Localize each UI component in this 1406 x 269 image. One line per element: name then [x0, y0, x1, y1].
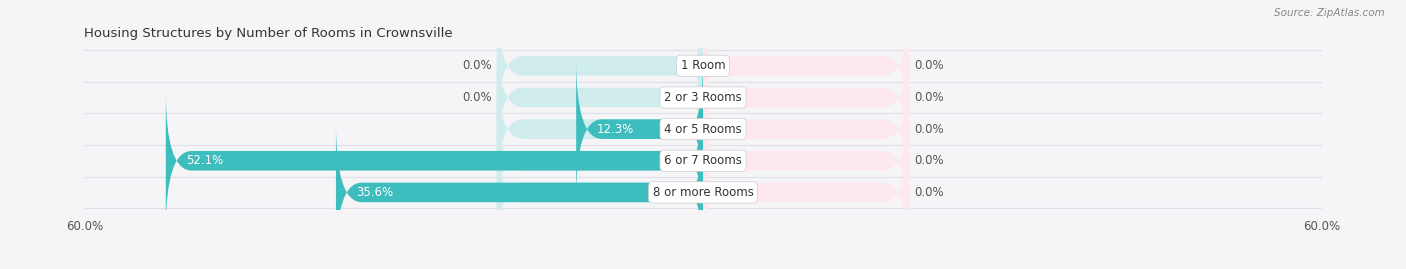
Text: 0.0%: 0.0%	[463, 59, 492, 72]
FancyBboxPatch shape	[703, 28, 910, 167]
FancyBboxPatch shape	[336, 123, 703, 262]
Text: 0.0%: 0.0%	[914, 123, 943, 136]
FancyBboxPatch shape	[496, 123, 703, 262]
FancyBboxPatch shape	[703, 60, 910, 199]
FancyBboxPatch shape	[166, 91, 703, 230]
Text: 1 Room: 1 Room	[681, 59, 725, 72]
Text: Source: ZipAtlas.com: Source: ZipAtlas.com	[1274, 8, 1385, 18]
Text: 4 or 5 Rooms: 4 or 5 Rooms	[664, 123, 742, 136]
FancyBboxPatch shape	[576, 60, 703, 199]
Text: 12.3%: 12.3%	[596, 123, 634, 136]
FancyBboxPatch shape	[703, 123, 910, 262]
Text: 8 or more Rooms: 8 or more Rooms	[652, 186, 754, 199]
FancyBboxPatch shape	[703, 0, 910, 135]
FancyBboxPatch shape	[703, 91, 910, 230]
Text: 35.6%: 35.6%	[357, 186, 394, 199]
Text: 2 or 3 Rooms: 2 or 3 Rooms	[664, 91, 742, 104]
Text: 0.0%: 0.0%	[914, 59, 943, 72]
Text: 6 or 7 Rooms: 6 or 7 Rooms	[664, 154, 742, 167]
Text: Housing Structures by Number of Rooms in Crownsville: Housing Structures by Number of Rooms in…	[84, 27, 453, 40]
FancyBboxPatch shape	[496, 0, 703, 135]
Text: 52.1%: 52.1%	[187, 154, 224, 167]
FancyBboxPatch shape	[496, 28, 703, 167]
FancyBboxPatch shape	[496, 91, 703, 230]
Text: 0.0%: 0.0%	[914, 186, 943, 199]
Text: 0.0%: 0.0%	[914, 154, 943, 167]
FancyBboxPatch shape	[496, 60, 703, 199]
Text: 0.0%: 0.0%	[463, 91, 492, 104]
Text: 0.0%: 0.0%	[914, 91, 943, 104]
